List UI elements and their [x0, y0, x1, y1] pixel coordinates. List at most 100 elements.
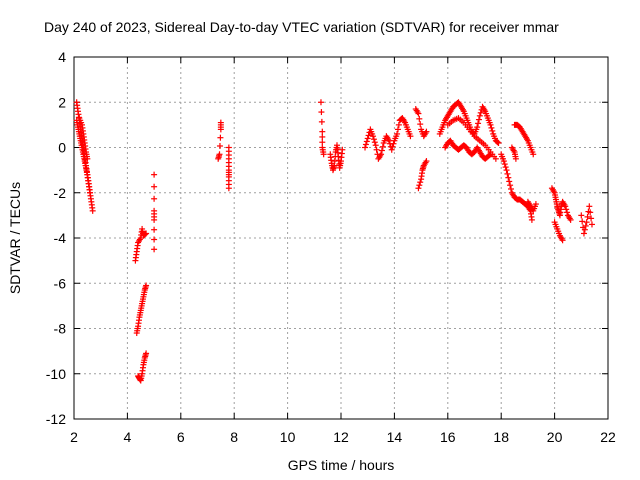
y-tick-label: -4 [54, 230, 67, 246]
gridlines [74, 57, 608, 419]
data-point [477, 109, 484, 116]
data-point [318, 109, 325, 116]
data-point [504, 170, 511, 177]
data-point [528, 216, 535, 223]
data-point [474, 124, 481, 131]
axis-ticks [73, 56, 609, 420]
data-point [505, 174, 512, 181]
x-tick-labels: 2 4 6 8 10 12 14 16 18 20 22 [70, 429, 616, 445]
data-point [488, 124, 495, 131]
data-point [416, 182, 423, 189]
x-tick-label: 4 [124, 429, 132, 445]
data-point [151, 226, 158, 233]
data-point [563, 206, 570, 213]
data-point [386, 137, 393, 144]
x-tick-label: 10 [280, 429, 296, 445]
data-point [583, 219, 590, 226]
data-point [319, 128, 326, 135]
data-point [318, 118, 325, 125]
y-tick-label: 0 [58, 140, 66, 156]
data-point [225, 185, 232, 192]
data-point [486, 152, 493, 159]
y-tick-label: -6 [54, 275, 67, 291]
data-point [216, 151, 223, 158]
data-point [319, 133, 326, 140]
data-point [143, 230, 150, 237]
data-point [530, 151, 537, 158]
data-point [567, 216, 574, 223]
data-point [317, 99, 324, 106]
data-point [503, 167, 510, 174]
x-tick-label: 14 [387, 429, 403, 445]
data-point [373, 146, 380, 153]
y-axis-label: SDTVAR / TECUs [7, 182, 23, 294]
data-point [362, 144, 369, 151]
data-point [371, 139, 378, 146]
data-point [370, 136, 377, 143]
data-point [475, 116, 482, 123]
x-axis-label: GPS time / hours [288, 457, 395, 473]
data-point [587, 209, 594, 216]
x-tick-label: 18 [493, 429, 509, 445]
data-point [151, 183, 158, 190]
data-point [423, 128, 430, 135]
data-point [84, 155, 91, 162]
y-tick-label: -12 [46, 411, 66, 427]
data-point [370, 133, 377, 140]
data-point [476, 112, 483, 119]
x-tick-label: 6 [177, 429, 185, 445]
data-point [417, 121, 424, 128]
data-point [415, 110, 422, 117]
y-tick-label: 2 [58, 94, 66, 110]
data-point [143, 350, 150, 357]
data-point [559, 237, 566, 244]
data-point [362, 141, 369, 148]
data-point [564, 209, 571, 216]
data-point [395, 121, 402, 128]
data-point [394, 130, 401, 137]
data-point [87, 189, 94, 196]
data-point [586, 203, 593, 210]
y-tick-label: -8 [54, 321, 67, 337]
x-tick-label: 2 [70, 429, 78, 445]
data-point [364, 135, 371, 142]
data-point [416, 115, 423, 122]
data-point [588, 215, 595, 222]
data-point [532, 201, 539, 208]
data-point [489, 127, 496, 134]
data-point [578, 212, 585, 219]
data-point [339, 146, 346, 153]
data-point [507, 182, 514, 189]
data-point [217, 119, 224, 126]
data-point [581, 226, 588, 233]
data-point [151, 236, 158, 243]
data-point [500, 158, 507, 165]
data-point [378, 147, 385, 154]
data-point [143, 282, 150, 289]
data-point [151, 171, 158, 178]
data-point [320, 151, 327, 158]
data-point [562, 203, 569, 210]
x-tick-label: 16 [440, 429, 456, 445]
data-point [506, 178, 513, 185]
data-point [507, 185, 514, 192]
data-point [319, 139, 326, 146]
data-point [588, 221, 595, 228]
data-point [89, 207, 96, 214]
data-point [142, 231, 149, 238]
data-point [388, 146, 395, 153]
data-point [390, 140, 397, 147]
x-tick-label: 20 [547, 429, 563, 445]
data-point [582, 222, 589, 229]
data-point [502, 164, 509, 171]
data-point [584, 213, 591, 220]
data-point [579, 218, 586, 225]
data-point [475, 120, 482, 127]
data-point [363, 138, 370, 145]
data-point [378, 151, 385, 158]
data-point [394, 126, 401, 133]
data-point [365, 132, 372, 139]
data-point [415, 185, 422, 192]
y-tick-label: -10 [46, 366, 66, 382]
